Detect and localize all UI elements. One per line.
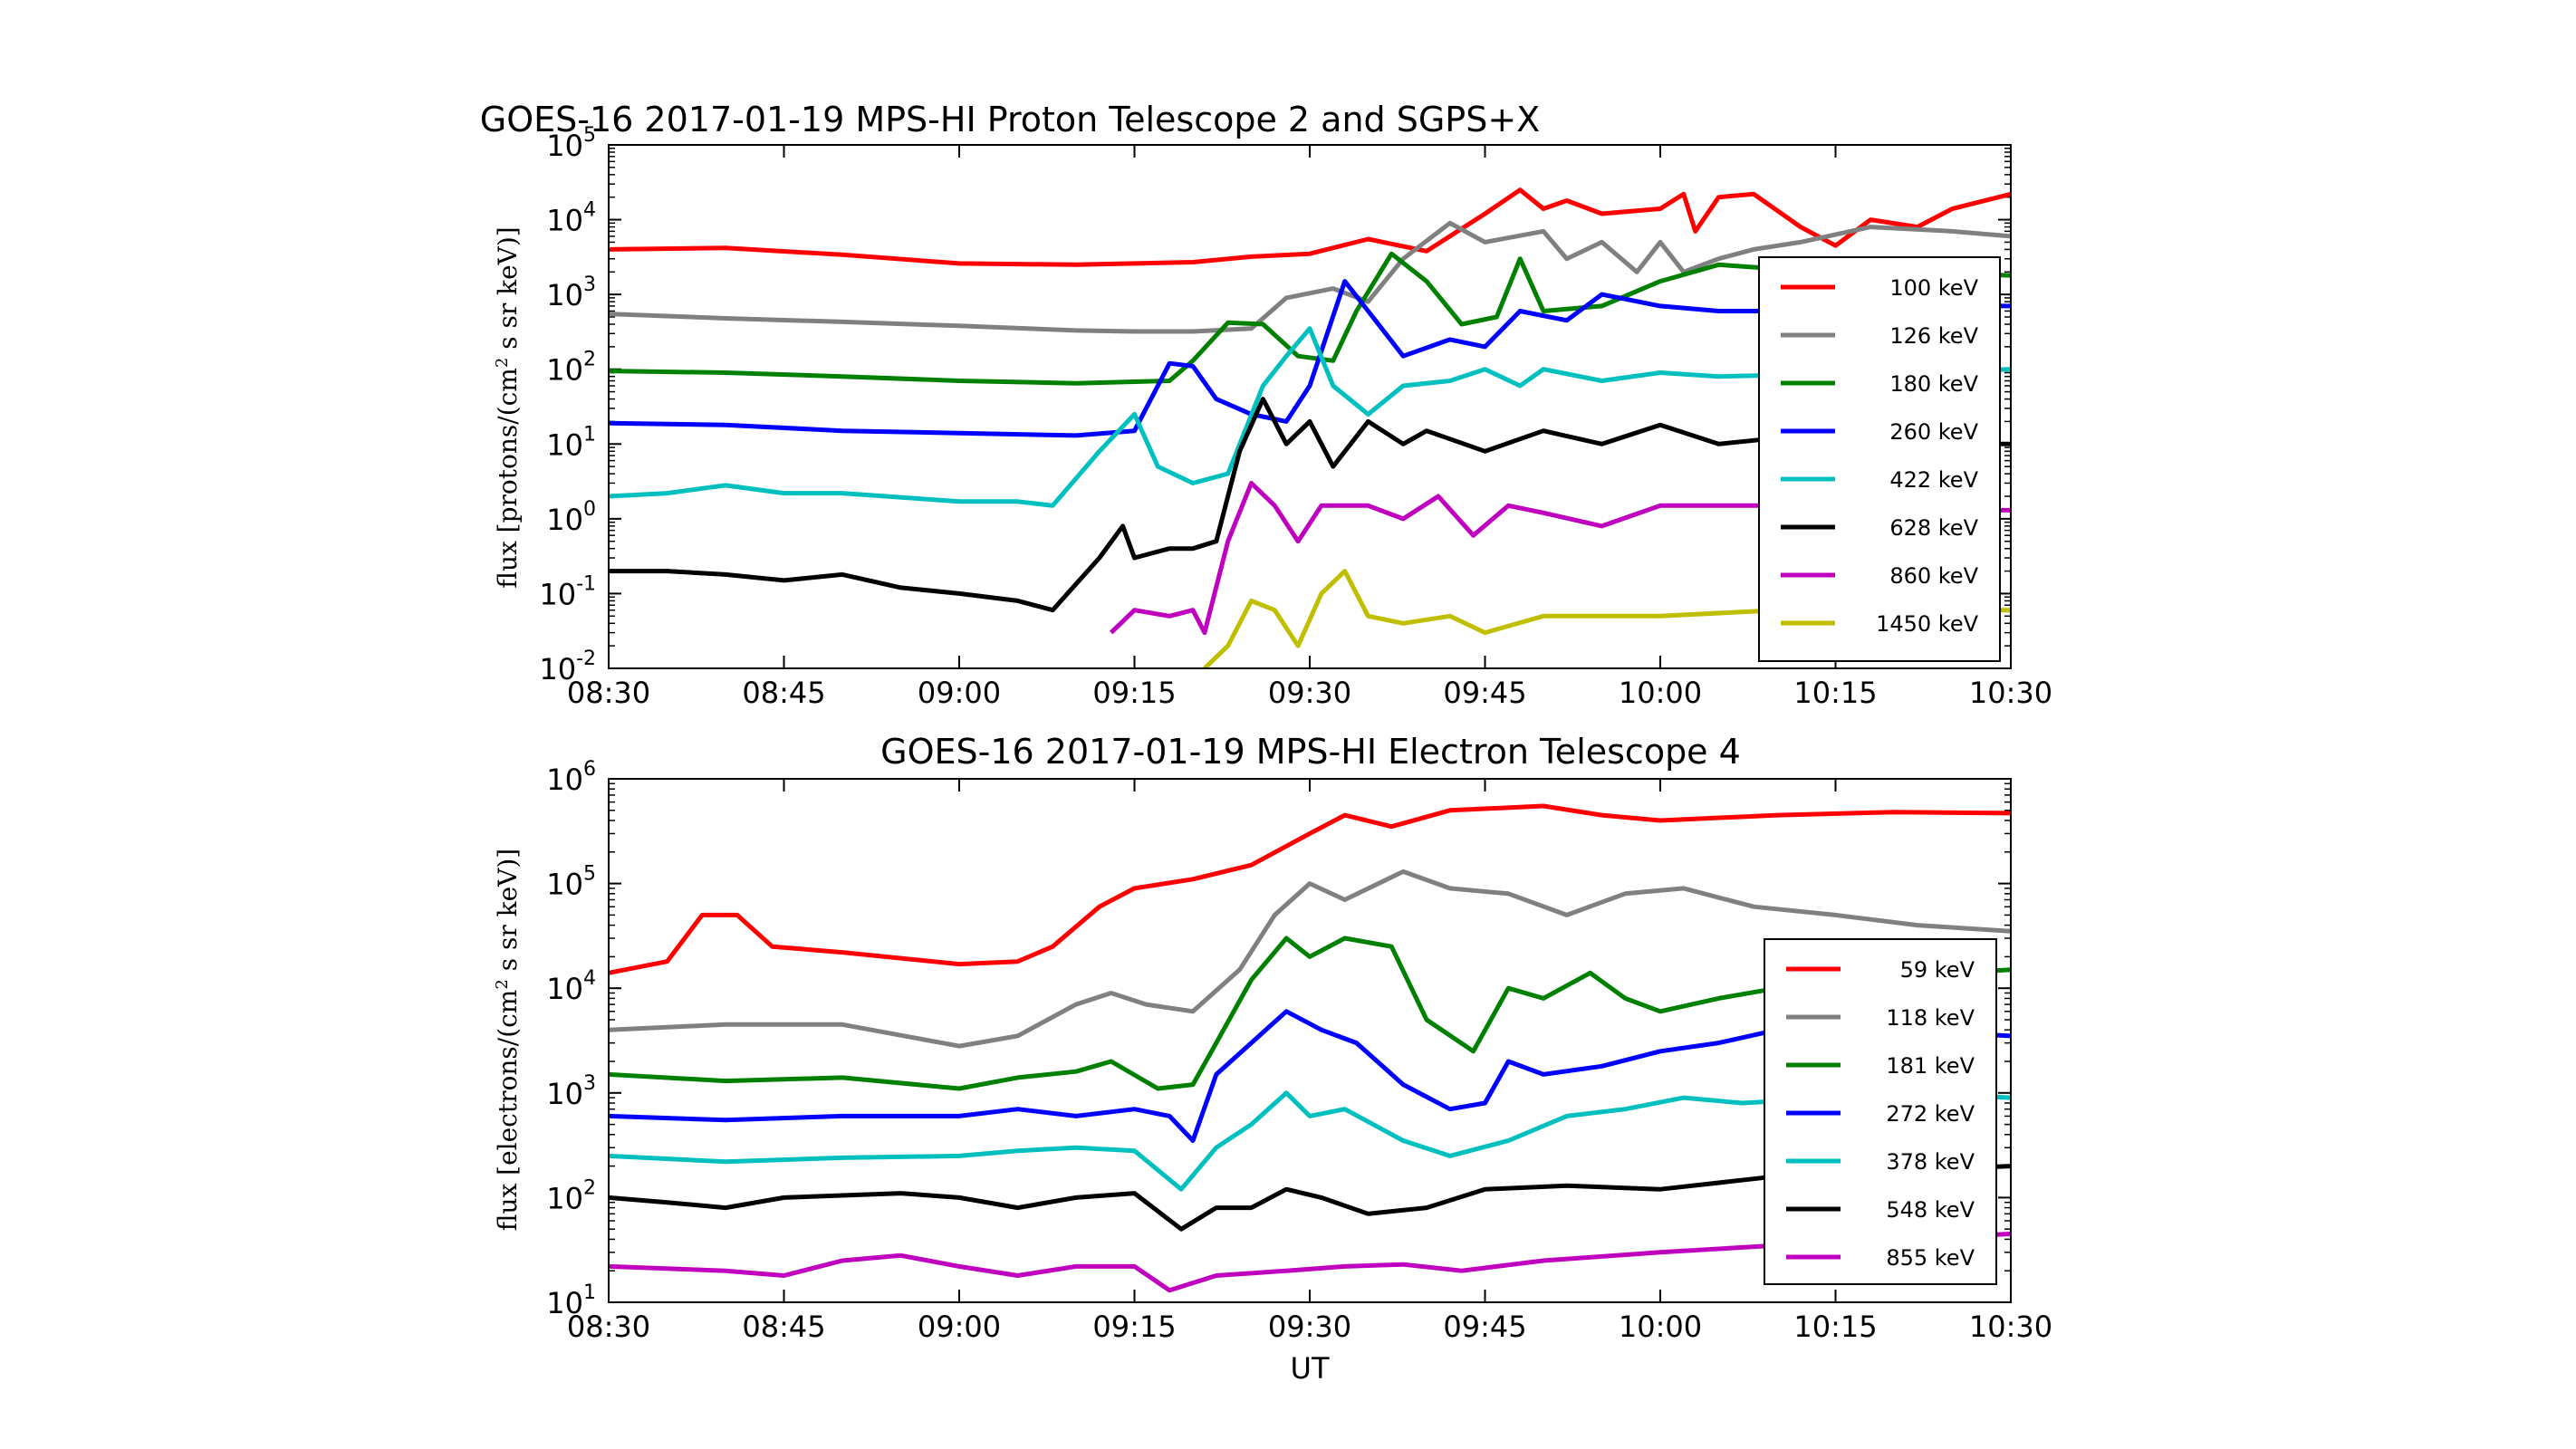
x-tick-label: 08:45 bbox=[742, 1310, 825, 1344]
legend-label: 260 keV bbox=[1889, 419, 1978, 445]
proton-chart-title: GOES-16 2017-01-19 MPS-HI Proton Telesco… bbox=[480, 100, 1540, 139]
y-tick-label: 101 bbox=[546, 423, 596, 462]
y-tick-label: 104 bbox=[546, 199, 596, 238]
legend-label: 855 keV bbox=[1886, 1245, 1975, 1271]
proton-x-ticks: 08:30 08:45 09:00 09:15 09:30 09:45 10:00 10:15… bbox=[567, 145, 2052, 710]
series-line bbox=[609, 868, 2011, 1049]
electron-y-ticks: 101 102 103 104 105 106 bbox=[546, 758, 2011, 1320]
x-tick-label: 08:45 bbox=[742, 676, 825, 710]
electron-legend: 59 keV 118 keV 181 keV 272 keV 378 keV 548 ke… bbox=[1764, 938, 1997, 1285]
legend-label: 628 keV bbox=[1889, 515, 1978, 541]
electron-y-axis-label: flux [electrons/(cm2 s sr keV)] bbox=[493, 849, 524, 1231]
legend-label: 118 keV bbox=[1886, 1005, 1975, 1031]
proton-chart: GOES-16 2017-01-19 MPS-HI Proton Telesco… bbox=[480, 100, 2052, 710]
series-line bbox=[609, 397, 2011, 613]
y-tick-label: 106 bbox=[546, 758, 596, 797]
proton-y-axis-label: flux [protons/(cm2 s sr keV)] bbox=[493, 226, 524, 588]
x-tick-label: 09:00 bbox=[918, 676, 1001, 710]
legend-label: 1450 keV bbox=[1876, 611, 1979, 637]
series-line bbox=[609, 220, 2011, 334]
x-tick-label: 09:15 bbox=[1092, 676, 1176, 710]
y-tick-label: 102 bbox=[546, 1176, 596, 1215]
x-tick-label: 09:15 bbox=[1092, 1310, 1176, 1344]
legend-label: 548 keV bbox=[1886, 1197, 1975, 1223]
y-tick-label: 105 bbox=[546, 863, 596, 902]
series-line bbox=[1203, 569, 2011, 668]
series-line bbox=[609, 187, 2011, 267]
legend-label: 126 keV bbox=[1889, 323, 1978, 349]
electron-chart: GOES-16 2017-01-19 MPS-HI Electron Teles… bbox=[493, 732, 2053, 1386]
x-tick-label: 08:30 bbox=[567, 676, 650, 710]
electron-plot-frame bbox=[608, 778, 2012, 1303]
x-tick-label: 09:45 bbox=[1443, 1310, 1526, 1344]
y-tick-label: 105 bbox=[546, 124, 596, 163]
y-tick-label: 103 bbox=[546, 1072, 596, 1111]
x-tick-label: 10:15 bbox=[1793, 1310, 1877, 1344]
legend-label: 422 keV bbox=[1889, 467, 1978, 493]
x-tick-label: 09:30 bbox=[1268, 1310, 1351, 1344]
series-line bbox=[609, 803, 2011, 975]
proton-plot-frame bbox=[608, 144, 2012, 669]
x-tick-label: 08:30 bbox=[567, 1310, 650, 1344]
series-line bbox=[609, 326, 2011, 508]
series-line bbox=[609, 1164, 2011, 1232]
legend-label: 181 keV bbox=[1886, 1053, 1975, 1079]
y-tick-label: 103 bbox=[546, 273, 596, 312]
legend-label: 378 keV bbox=[1886, 1149, 1975, 1175]
y-tick-label: 102 bbox=[546, 349, 596, 388]
legend-box bbox=[1758, 256, 2001, 662]
y-tick-label: 104 bbox=[546, 967, 596, 1006]
legend-label: 860 keV bbox=[1889, 563, 1978, 589]
legend-label: 100 keV bbox=[1889, 275, 1978, 301]
proton-plot-area bbox=[609, 187, 2011, 668]
legend-label: 59 keV bbox=[1900, 957, 1975, 983]
series-line bbox=[609, 936, 2011, 1091]
legend-label: 272 keV bbox=[1886, 1101, 1975, 1127]
electron-chart-title: GOES-16 2017-01-19 MPS-HI Electron Teles… bbox=[880, 732, 1741, 772]
electron-x-ticks: 08:30 08:45 09:00 09:15 09:30 09:45 10:00 10:15… bbox=[567, 779, 2052, 1344]
y-tick-label: 10-1 bbox=[539, 572, 596, 611]
x-tick-label: 09:45 bbox=[1443, 676, 1526, 710]
y-tick-label: 10-2 bbox=[539, 648, 596, 686]
x-tick-label: 09:30 bbox=[1268, 676, 1351, 710]
proton-legend: 100 keV 126 keV 180 keV 260 keV 422 keV 628 k… bbox=[1758, 256, 2001, 662]
x-tick-label: 10:00 bbox=[1619, 676, 1702, 710]
series-line bbox=[609, 1009, 2011, 1143]
x-tick-label: 10:00 bbox=[1619, 1310, 1702, 1344]
electron-plot-area bbox=[609, 803, 2011, 1293]
electron-x-axis-label: UT bbox=[1291, 1351, 1330, 1386]
y-tick-label: 100 bbox=[546, 498, 596, 537]
x-tick-label: 10:15 bbox=[1793, 676, 1877, 710]
series-line bbox=[609, 279, 2011, 438]
series-line bbox=[609, 251, 2011, 386]
series-line bbox=[609, 1090, 2011, 1192]
legend-label: 180 keV bbox=[1889, 371, 1978, 397]
y-tick-label: 101 bbox=[546, 1281, 596, 1320]
series-line bbox=[609, 1232, 2011, 1293]
x-tick-label: 09:00 bbox=[918, 1310, 1001, 1344]
x-tick-label: 10:30 bbox=[1969, 1310, 2052, 1344]
series-line bbox=[1109, 481, 2011, 636]
x-tick-label: 10:30 bbox=[1969, 676, 2052, 710]
